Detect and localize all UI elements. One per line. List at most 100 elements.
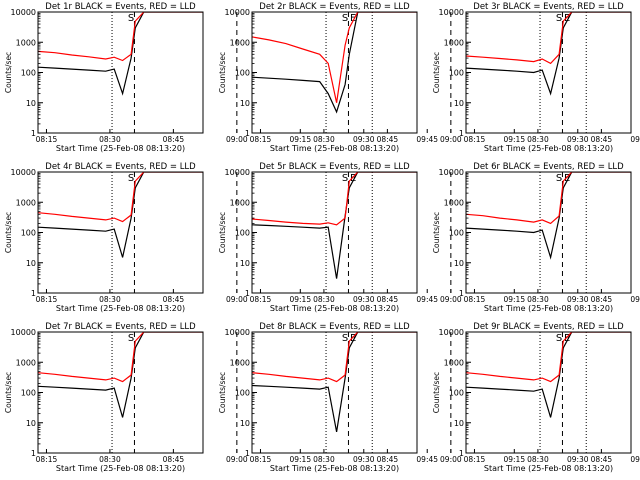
plot-frame [465,171,632,294]
marker-label: E [350,13,356,24]
x-tick-label: 09:00 [440,295,462,304]
y-tick-label: 1 [245,129,250,138]
y-tick-label: 1000 [16,38,36,47]
x-tick-label: 08:45 [163,455,185,464]
x-tick-label: 09:15 [503,135,525,144]
x-tick-label: 08:30 [313,135,335,144]
y-tick-label: 1000 [444,358,464,367]
y-tick-label: 10 [454,259,464,268]
y-tick-label: 100 [235,229,250,238]
x-tick-label: 08:30 [527,135,549,144]
y-tick-label: 10 [26,99,36,108]
panel-title: Det 9r BLACK = Events, RED = LLD [473,322,624,332]
panel-title: Det 5r BLACK = Events, RED = LLD [259,162,410,172]
marker-label: S [556,333,562,344]
marker-label: S [342,13,348,24]
y-tick-label: 1 [245,449,250,458]
marker-label: E [564,173,570,184]
x-tick-label: 08:30 [99,455,121,464]
x-axis-label: Start Time (25-Feb-08 08:13:20) [270,304,399,313]
events-series [466,172,631,260]
lld-series [38,332,203,383]
x-tick-label: 09:15 [503,295,525,304]
x-tick-label: 08:45 [591,135,613,144]
x-tick-label: 09:15 [289,135,311,144]
x-tick-label: 08:30 [527,295,549,304]
x-tick-label: 08:15 [36,295,58,304]
x-tick-label: 08:15 [250,135,272,144]
x-tick-label: 08:30 [99,135,121,144]
y-tick-label: 10000 [225,328,250,337]
y-tick-label: 100 [21,69,36,78]
x-tick-label: 08:45 [163,295,185,304]
x-tick-label: 09:30 [567,295,589,304]
y-tick-label: 10000 [439,328,464,337]
x-tick-label: 09:15 [289,295,311,304]
y-tick-label: 1 [459,129,464,138]
y-tick-label: 1000 [230,358,250,367]
x-axis-label: Start Time (25-Feb-08 08:13:20) [56,144,185,153]
x-tick-label: 09:00 [440,455,462,464]
x-tick-label: 09:45 [416,295,438,304]
events-series [38,172,203,258]
x-axis-label: Start Time (25-Feb-08 08:13:20) [484,144,613,153]
y-tick-label: 10000 [439,168,464,177]
x-tick-label: 09:30 [567,135,589,144]
y-tick-label: 1 [31,449,36,458]
panel-title: Det 8r BLACK = Events, RED = LLD [259,322,410,332]
y-tick-label: 100 [21,389,36,398]
y-tick-label: 10 [454,419,464,428]
y-tick-label: 1 [245,289,250,298]
marker-label: S [556,13,562,24]
plot-frame [37,11,204,134]
y-tick-label: 1000 [444,198,464,207]
x-tick-label: 09:00 [226,135,248,144]
x-tick-label: 09:00 [226,295,248,304]
y-tick-label: 10 [26,419,36,428]
x-tick-label: 09:45 [630,135,640,144]
marker-label: E [564,13,570,24]
plot-frame [465,11,632,134]
y-tick-label: 1000 [444,38,464,47]
plot-frame [251,331,418,454]
x-axis-label: Start Time (25-Feb-08 08:13:20) [484,304,613,313]
lld-series [466,172,631,225]
y-tick-label: 10000 [225,8,250,17]
y-tick-label: 1000 [230,198,250,207]
panel-title: Det 3r BLACK = Events, RED = LLD [473,2,624,12]
y-tick-label: 100 [449,69,464,78]
y-tick-label: 100 [235,69,250,78]
x-tick-label: 08:30 [313,455,335,464]
lld-series [466,332,631,383]
marker-label: E [350,173,356,184]
x-tick-label: 08:15 [250,295,272,304]
x-tick-label: 09:00 [440,135,462,144]
x-tick-label: 09:30 [567,455,589,464]
y-tick-label: 100 [449,389,464,398]
y-axis-label: Counts/sec [218,372,227,413]
x-tick-label: 09:30 [353,135,375,144]
events-series [38,332,203,418]
marker-label: S [342,173,348,184]
x-tick-label: 09:30 [353,455,375,464]
events-series [38,12,203,96]
x-tick-label: 08:15 [36,135,58,144]
y-tick-label: 1 [459,289,464,298]
x-tick-label: 08:15 [464,455,486,464]
marker-label: S [556,173,562,184]
y-tick-label: 1000 [16,198,36,207]
y-tick-label: 1 [31,129,36,138]
x-tick-label: 09:45 [416,455,438,464]
panel-title: Det 2r BLACK = Events, RED = LLD [259,2,410,12]
panel-title: Det 1r BLACK = Events, RED = LLD [45,2,196,12]
x-axis-label: Start Time (25-Feb-08 08:13:20) [56,304,185,313]
y-tick-label: 10 [454,99,464,108]
y-tick-label: 1 [459,449,464,458]
